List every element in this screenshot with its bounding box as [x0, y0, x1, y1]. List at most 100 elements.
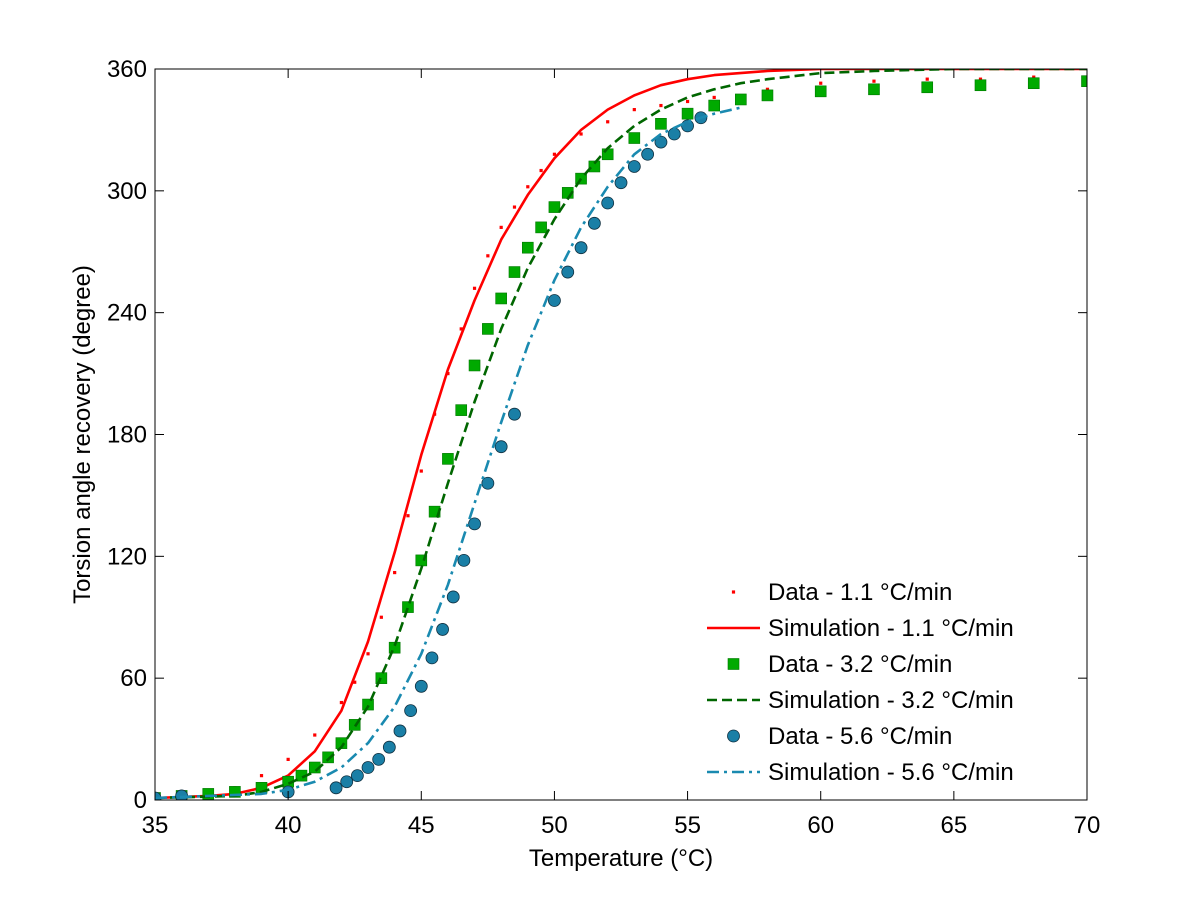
- data-point: [574, 241, 588, 255]
- legend-marker-sample: [731, 590, 736, 594]
- data-point: [382, 740, 396, 754]
- data-point: [202, 788, 215, 800]
- data-point: [446, 590, 460, 604]
- data-point: [978, 77, 983, 81]
- legend-entry: Data - 5.6 °C/min: [727, 723, 952, 750]
- data-point: [229, 786, 241, 798]
- data-point: [494, 440, 508, 454]
- series-1: [155, 69, 1087, 800]
- data-point: [654, 135, 668, 149]
- data-point: [468, 359, 481, 372]
- data-point: [512, 205, 517, 209]
- data-point: [921, 81, 934, 94]
- data-point: [552, 152, 557, 156]
- legend-entry: Simulation - 1.1 °C/min: [707, 615, 1014, 642]
- data-point: [681, 119, 694, 133]
- data-point: [641, 147, 655, 161]
- data-point: [872, 79, 876, 83]
- x-tick-label: 65: [941, 812, 968, 839]
- ticks-layer: 35 40 45 50 55 60 65 70 0 60 120 180 240 300 360: [107, 56, 1100, 839]
- data-point: [362, 698, 374, 711]
- data-point: [685, 99, 690, 104]
- data-point: [535, 221, 547, 234]
- data-point: [459, 327, 463, 331]
- data-point: [819, 81, 823, 85]
- legend-label: Simulation - 3.2 °C/min: [768, 687, 1014, 714]
- data-point: [322, 751, 334, 764]
- y-tick-label: 0: [134, 787, 147, 814]
- legend-marker-sample: [727, 729, 740, 743]
- data-point: [468, 517, 481, 531]
- data-point: [393, 724, 407, 738]
- y-tick-label: 240: [107, 300, 147, 327]
- y-tick-label: 60: [120, 665, 147, 692]
- data-point: [659, 103, 663, 108]
- data-point: [499, 225, 503, 229]
- data-point: [404, 704, 418, 718]
- series-5: [155, 106, 742, 800]
- data-point: [508, 407, 521, 421]
- data-point: [588, 160, 601, 173]
- data-point: [539, 168, 543, 173]
- data-point: [379, 615, 383, 619]
- x-tick-label: 35: [142, 812, 169, 839]
- data-point: [361, 761, 375, 774]
- legend-marker-sample: [727, 658, 740, 670]
- data-point: [632, 108, 636, 112]
- data-point: [495, 292, 507, 305]
- data-point: [614, 176, 628, 190]
- data-point: [814, 85, 827, 98]
- data-point: [414, 679, 428, 693]
- data-point: [406, 514, 410, 518]
- series-line: [155, 106, 742, 800]
- data-point: [393, 570, 397, 575]
- data-point: [601, 148, 614, 161]
- data-point: [402, 601, 414, 613]
- data-point: [350, 769, 364, 783]
- series-line: [155, 69, 1087, 800]
- x-tick-label: 50: [541, 812, 568, 839]
- data-point: [340, 775, 354, 789]
- data-point: [868, 83, 880, 96]
- data-point: [548, 294, 561, 307]
- data-point: [627, 160, 641, 173]
- data-point: [425, 651, 439, 665]
- data-point: [259, 774, 264, 778]
- data-point: [606, 120, 610, 124]
- legend-label: Data - 5.6 °C/min: [768, 723, 952, 750]
- y-tick-label: 180: [107, 422, 147, 449]
- data-point: [601, 196, 615, 210]
- data-point: [1027, 77, 1040, 90]
- data-point: [925, 77, 929, 81]
- data-point: [587, 216, 601, 230]
- data-point: [457, 553, 471, 567]
- legend: Data - 1.1 °C/min Simulation - 1.1 °C/min…: [707, 579, 1014, 786]
- legend-entry: Data - 3.2 °C/min: [727, 651, 952, 678]
- data-point: [508, 266, 521, 278]
- data-point: [1081, 75, 1087, 87]
- y-axis-label: Torsion angle recovery (degree): [69, 265, 96, 604]
- x-tick-label: 70: [1074, 812, 1101, 839]
- legend-label: Simulation - 5.6 °C/min: [768, 759, 1014, 786]
- x-tick-label: 40: [275, 812, 302, 839]
- x-tick-label: 55: [674, 812, 701, 839]
- data-point: [579, 132, 583, 136]
- data-point: [526, 185, 530, 189]
- data-point: [353, 680, 357, 684]
- data-point: [375, 672, 388, 684]
- data-point: [366, 652, 370, 656]
- series-layer: [155, 69, 1087, 800]
- data-point: [286, 757, 290, 761]
- data-point: [1032, 75, 1036, 79]
- data-point: [329, 781, 343, 795]
- x-axis-label: Temperature (°C): [529, 845, 713, 872]
- data-point: [372, 752, 386, 766]
- data-point: [735, 93, 747, 106]
- y-tick-label: 120: [107, 543, 147, 570]
- series-4: [155, 111, 708, 800]
- data-point: [561, 265, 575, 279]
- series-3: [155, 69, 1087, 800]
- data-point: [708, 99, 721, 112]
